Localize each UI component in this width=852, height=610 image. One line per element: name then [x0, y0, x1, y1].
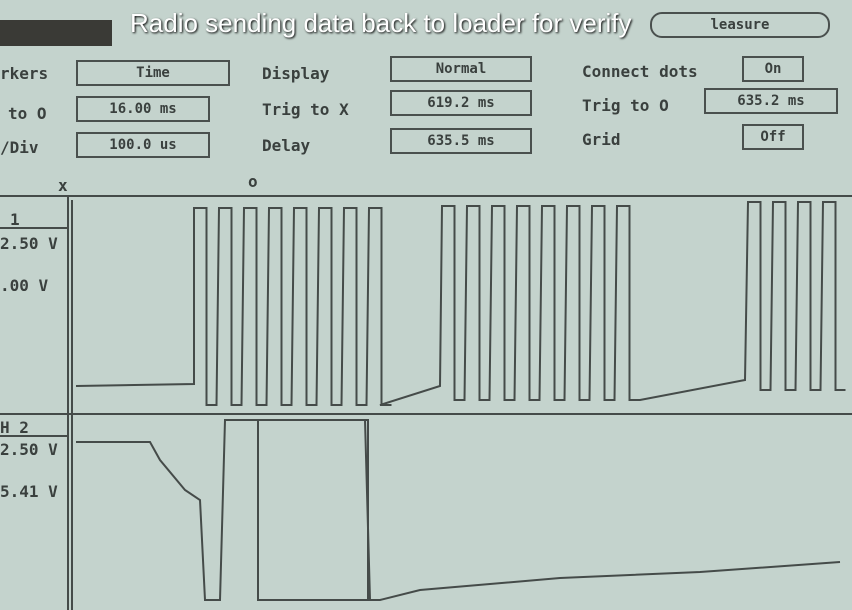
- volt-label: 5.41 V: [0, 482, 58, 501]
- label: Trig to O: [582, 96, 669, 115]
- marker: x: [58, 176, 68, 195]
- label: Connect dots: [582, 62, 698, 81]
- label: rkers: [0, 64, 49, 83]
- channel2-trace: [76, 419, 841, 601]
- field[interactable]: 16.00 ms: [76, 96, 210, 122]
- channel-name: H 2: [0, 418, 29, 437]
- label: to O: [8, 104, 47, 123]
- volt-label: 2.50 V: [0, 234, 58, 253]
- caption: Radio sending data back to loader for ve…: [130, 8, 632, 38]
- field[interactable]: 619.2 ms: [390, 90, 532, 116]
- label: Trig to X: [262, 100, 349, 119]
- measure-button[interactable]: leasure: [650, 12, 830, 38]
- label: Display: [262, 64, 330, 83]
- volt-label: .00 V: [0, 276, 49, 295]
- label: Delay: [262, 136, 311, 155]
- field[interactable]: On: [742, 56, 804, 82]
- channel1-trace: [75, 201, 846, 406]
- field[interactable]: Off: [742, 124, 804, 150]
- marker: o: [248, 172, 258, 191]
- channel-name: 1: [10, 210, 20, 229]
- field[interactable]: 100.0 us: [76, 132, 210, 158]
- label: /Div: [0, 138, 39, 157]
- channel2-pulse: [257, 419, 369, 601]
- field[interactable]: 635.5 ms: [390, 128, 532, 154]
- field[interactable]: 635.2 ms: [704, 88, 838, 114]
- field[interactable]: Normal: [390, 56, 532, 82]
- volt-label: 2.50 V: [0, 440, 58, 459]
- field[interactable]: Time: [76, 60, 230, 86]
- status-box: [0, 20, 112, 46]
- label: Grid: [582, 130, 621, 149]
